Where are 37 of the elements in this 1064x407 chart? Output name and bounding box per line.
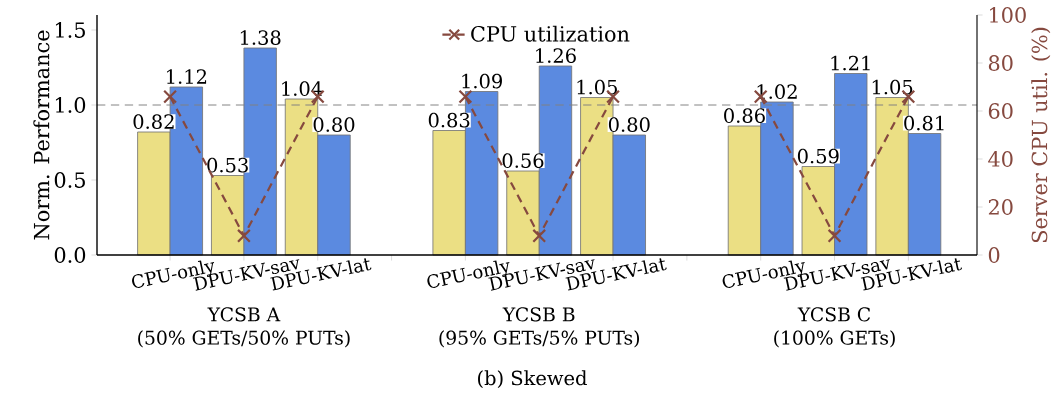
- data-label: 1.26: [536, 48, 576, 63]
- data-label: 1.09: [462, 73, 502, 89]
- legend-label: CPU utilization: [471, 25, 630, 42]
- text: YCSB C: [797, 307, 871, 322]
- y-axis-title: Norm. Performance: [33, 30, 50, 240]
- text: (100% GETs): [774, 330, 895, 348]
- data-label: 1.21: [831, 55, 870, 71]
- data-label: 0.53: [207, 157, 248, 173]
- y2-tick-label: 80: [988, 55, 1013, 71]
- y2-tick-label: 0: [988, 247, 1000, 263]
- data-label: 1.38: [240, 30, 281, 45]
- y-tick-label: 1.5: [55, 22, 85, 38]
- text: YCSB A: [207, 307, 281, 322]
- y-tick-label: 0.5: [54, 172, 85, 188]
- y2-tick-label: 60: [988, 103, 1013, 119]
- data-label: 0.82: [133, 114, 174, 129]
- text: (95% GETs/5% PUTs): [439, 330, 640, 348]
- y-tick-label: 1.0: [55, 97, 86, 113]
- data-label: 0.83: [428, 112, 470, 128]
- y-tick-label: 0.0: [54, 247, 86, 263]
- data-label: 1.12: [167, 69, 207, 84]
- data-label: 0.80: [608, 117, 650, 132]
- y2-tick-label: 100: [990, 7, 1026, 23]
- y2-tick-label: 40: [988, 151, 1013, 167]
- data-label: 0.56: [502, 153, 544, 168]
- data-label: 0.81: [904, 115, 944, 131]
- text: (50% GETs/50% PUTs): [138, 330, 350, 348]
- data-label: 1.05: [872, 79, 913, 95]
- data-label: 1.04: [282, 81, 323, 96]
- data-label: 0.86: [724, 108, 765, 123]
- y2-axis-title: Server CPU util. (%): [1031, 27, 1051, 243]
- data-label: 0.80: [313, 117, 355, 132]
- y2-tick-label: 20: [988, 199, 1013, 215]
- text: YCSB B: [502, 307, 575, 322]
- text: (b) Skewed: [478, 370, 587, 389]
- data-label: 0.59: [797, 148, 839, 164]
- data-label: 1.05: [577, 79, 617, 95]
